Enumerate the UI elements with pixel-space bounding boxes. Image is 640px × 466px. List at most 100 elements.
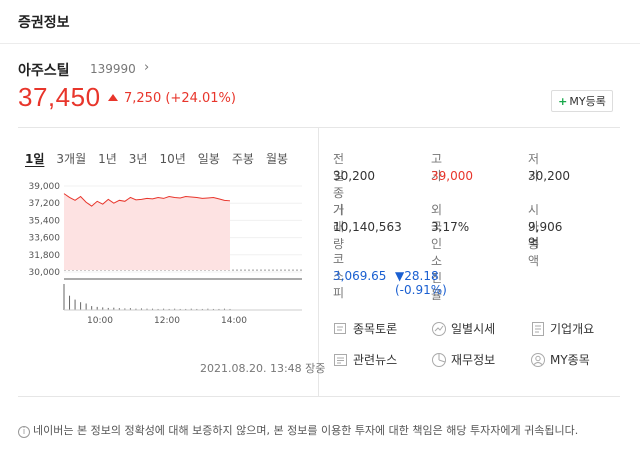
prev-close-value: 30,200 — [333, 169, 375, 183]
intraday-chart: 39,000 37,200 35,400 33,600 31,800 30,000 10:0… — [29, 182, 302, 326]
prev-close-label: 전일종가 — [333, 152, 345, 217]
volume-bar — [185, 308, 187, 310]
foreign-ratio-label: 외국인소진율 — [431, 203, 443, 302]
x-tick-label: 12:00 — [154, 316, 180, 326]
volume-bar — [135, 308, 137, 310]
plus-icon: + — [558, 94, 568, 108]
chat-icon — [333, 321, 349, 337]
pie-chart-icon — [431, 352, 447, 368]
volume-bar — [74, 299, 76, 310]
y-tick-label: 39,000 — [29, 182, 61, 192]
volume-bar — [140, 308, 142, 310]
disclaimer: i 네이버는 본 정보의 정확성에 대해 보증하지 않으며, 본 정보를 이용한 … — [18, 423, 618, 438]
price-change: 7,250 (+24.01%) — [124, 91, 236, 106]
news-label: 관련뉴스 — [353, 353, 398, 367]
volume-bar — [168, 308, 170, 310]
y-tick-label: 35,400 — [29, 216, 61, 226]
kospi-label: 코스피 — [333, 252, 345, 300]
volume-value: 10,140,563 — [333, 220, 402, 234]
daily-price-link[interactable]: 일별시세 — [431, 320, 495, 337]
volume-bar — [102, 307, 104, 310]
volume-bar — [201, 308, 203, 310]
document-icon — [530, 321, 546, 337]
tab-3month[interactable]: 3개월 — [56, 152, 87, 166]
volume-bar — [113, 307, 115, 310]
y-tick-label: 31,800 — [29, 251, 61, 261]
discussion-link[interactable]: 종목토론 — [333, 320, 397, 337]
volume-bar — [179, 308, 181, 310]
volume-bar — [207, 308, 209, 310]
y-tick-label: 30,000 — [29, 268, 61, 278]
volume-bar — [80, 302, 82, 310]
tab-1year[interactable]: 1년 — [98, 152, 117, 166]
volume-bar — [190, 308, 192, 310]
volume-bar — [85, 303, 87, 310]
volume-bar — [218, 308, 220, 310]
financial-info-link[interactable]: 재무정보 — [431, 351, 495, 368]
volume-bar — [196, 308, 198, 310]
tab-monthly-candle[interactable]: 월봉 — [265, 152, 289, 166]
chevron-right-icon[interactable]: › — [144, 60, 150, 75]
volume-bar — [163, 308, 165, 310]
x-tick-label: 14:00 — [221, 316, 247, 326]
tab-1day[interactable]: 1일 — [25, 152, 45, 166]
market-cap-label: 시가 총액 — [528, 203, 540, 268]
y-tick-label: 33,600 — [29, 234, 61, 244]
header: 증권정보 — [0, 0, 640, 44]
foreign-ratio-value: 3.17% — [431, 220, 470, 234]
volume-bar — [107, 307, 109, 310]
timestamp: 2021.08.20. 13:48 장중 — [200, 362, 326, 375]
volume-bar — [157, 308, 159, 310]
my-stocks-link[interactable]: MY종목 — [530, 351, 590, 368]
volume-bar — [212, 308, 214, 310]
stock-code[interactable]: 139990 — [90, 62, 136, 76]
current-price: 37,450 — [18, 82, 101, 112]
volume-bar — [96, 306, 98, 310]
volume-bar — [229, 308, 231, 310]
tab-daily-candle[interactable]: 일봉 — [197, 152, 220, 166]
my-register-label: MY등록 — [569, 95, 606, 108]
trend-icon — [431, 321, 447, 337]
my-stocks-label: MY종목 — [550, 353, 590, 367]
volume-bar — [118, 308, 120, 310]
tab-3year[interactable]: 3년 — [128, 152, 148, 166]
kospi-change: ▼28.18 (-0.91%) — [395, 269, 447, 297]
company-overview-link[interactable]: 기업개요 — [530, 320, 594, 337]
price-line — [63, 193, 231, 207]
daily-price-label: 일별시세 — [451, 322, 496, 336]
period-tabs: 1일 3개월 1년 3년 10년 일봉 주봉 월봉 — [25, 150, 300, 167]
volume-label: 거래량 — [333, 203, 345, 251]
volume-bar — [124, 308, 126, 310]
kospi-value: 3,069.65 — [333, 269, 387, 283]
panel-divider — [318, 127, 319, 397]
volume-bar — [152, 308, 154, 310]
news-link[interactable]: 관련뉴스 — [333, 351, 397, 368]
volume-bar — [129, 308, 131, 310]
company-overview-label: 기업개요 — [550, 322, 595, 336]
tab-weekly-candle[interactable]: 주봉 — [231, 152, 254, 166]
x-tick-label: 10:00 — [87, 316, 113, 326]
market-cap-value: 9,906억 — [528, 220, 563, 250]
volume-bar — [223, 308, 225, 310]
discussion-label: 종목토론 — [353, 322, 398, 336]
volume-bar — [69, 295, 71, 310]
volume-bar — [174, 308, 176, 310]
low-label: 저가 — [528, 152, 540, 183]
info-icon: i — [18, 426, 30, 438]
volume-bar — [63, 284, 65, 310]
high-value: 39,000 — [431, 169, 473, 183]
news-icon — [333, 352, 349, 368]
user-icon — [530, 352, 546, 368]
volume-bar — [91, 306, 93, 310]
volume-bar — [146, 308, 148, 310]
price-area — [64, 193, 230, 271]
financial-info-label: 재무정보 — [451, 353, 496, 367]
my-register-button[interactable]: + MY등록 — [551, 90, 613, 112]
low-value: 30,200 — [528, 169, 570, 183]
section-title: 증권정보 — [18, 15, 70, 31]
up-arrow-icon — [108, 94, 118, 101]
tab-10year[interactable]: 10년 — [159, 152, 186, 166]
disclaimer-text: 네이버는 본 정보의 정확성에 대해 보증하지 않으며, 본 정보를 이용한 투… — [33, 424, 579, 437]
stock-name-link[interactable]: 아주스틸 — [18, 63, 70, 79]
y-tick-label: 37,200 — [29, 199, 61, 209]
